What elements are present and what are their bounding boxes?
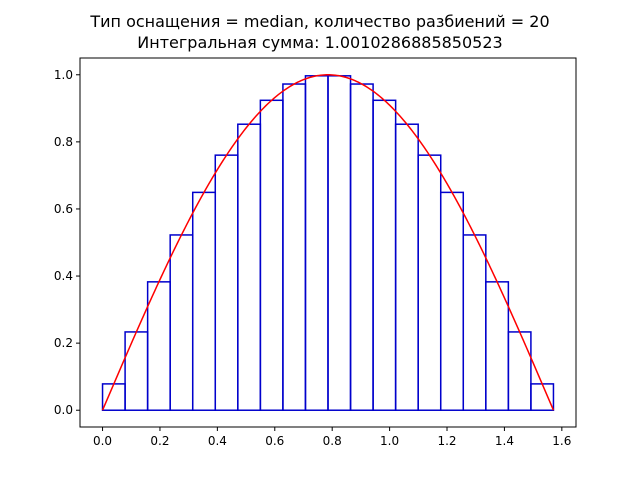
riemann-rect xyxy=(507,331,532,411)
x-tick-label: 1.2 xyxy=(437,434,456,448)
riemann-rect xyxy=(462,234,487,411)
riemann-rect xyxy=(530,383,555,411)
riemann-rect xyxy=(169,234,194,411)
riemann-rect xyxy=(349,83,374,411)
y-tick-label: 0.2 xyxy=(54,336,73,350)
x-tick-label: 1.0 xyxy=(380,434,399,448)
x-tick-label: 1.4 xyxy=(495,434,514,448)
riemann-rect xyxy=(394,123,419,411)
riemann-rect xyxy=(259,99,284,411)
riemann-rect xyxy=(485,281,510,411)
axes-frame xyxy=(79,57,577,428)
riemann-rect xyxy=(304,75,329,411)
x-tick-label: 0.0 xyxy=(93,434,112,448)
function-curve xyxy=(101,74,555,411)
riemann-rect xyxy=(417,154,442,411)
riemann-rect xyxy=(124,331,149,411)
chart-subtitle: Интегральная сумма: 1.0010286885850523 xyxy=(137,33,503,52)
function-curve-layer xyxy=(101,74,555,411)
riemann-rect xyxy=(237,123,262,411)
riemann-rect xyxy=(101,383,126,411)
x-tick-label: 0.4 xyxy=(208,434,227,448)
x-tick-label: 0.6 xyxy=(265,434,284,448)
riemann-rect xyxy=(191,191,217,411)
riemann-rect xyxy=(214,154,239,411)
chart-title: Тип оснащения = median, количество разби… xyxy=(90,12,550,31)
riemann-rect xyxy=(372,99,397,411)
riemann-rect xyxy=(439,191,465,411)
y-tick-label: 1.0 xyxy=(54,68,73,82)
x-axis-ticks: 0.0 0.2 0.4 0.6 0.8 1.0 1.2 1.4 1.6 xyxy=(93,427,571,448)
y-tick-label: 0.0 xyxy=(54,403,73,417)
x-tick-label: 1.6 xyxy=(552,434,571,448)
y-tick-label: 0.4 xyxy=(54,269,73,283)
x-tick-label: 0.2 xyxy=(150,434,169,448)
y-tick-label: 0.8 xyxy=(54,135,73,149)
riemann-rect xyxy=(282,83,307,411)
y-tick-label: 0.6 xyxy=(54,202,73,216)
riemann-rectangles xyxy=(101,75,555,411)
y-axis-ticks: 0.0 0.2 0.4 0.6 0.8 1.0 xyxy=(54,68,80,417)
x-tick-label: 0.8 xyxy=(323,434,342,448)
riemann-rect xyxy=(327,75,352,411)
riemann-rect xyxy=(146,281,171,411)
